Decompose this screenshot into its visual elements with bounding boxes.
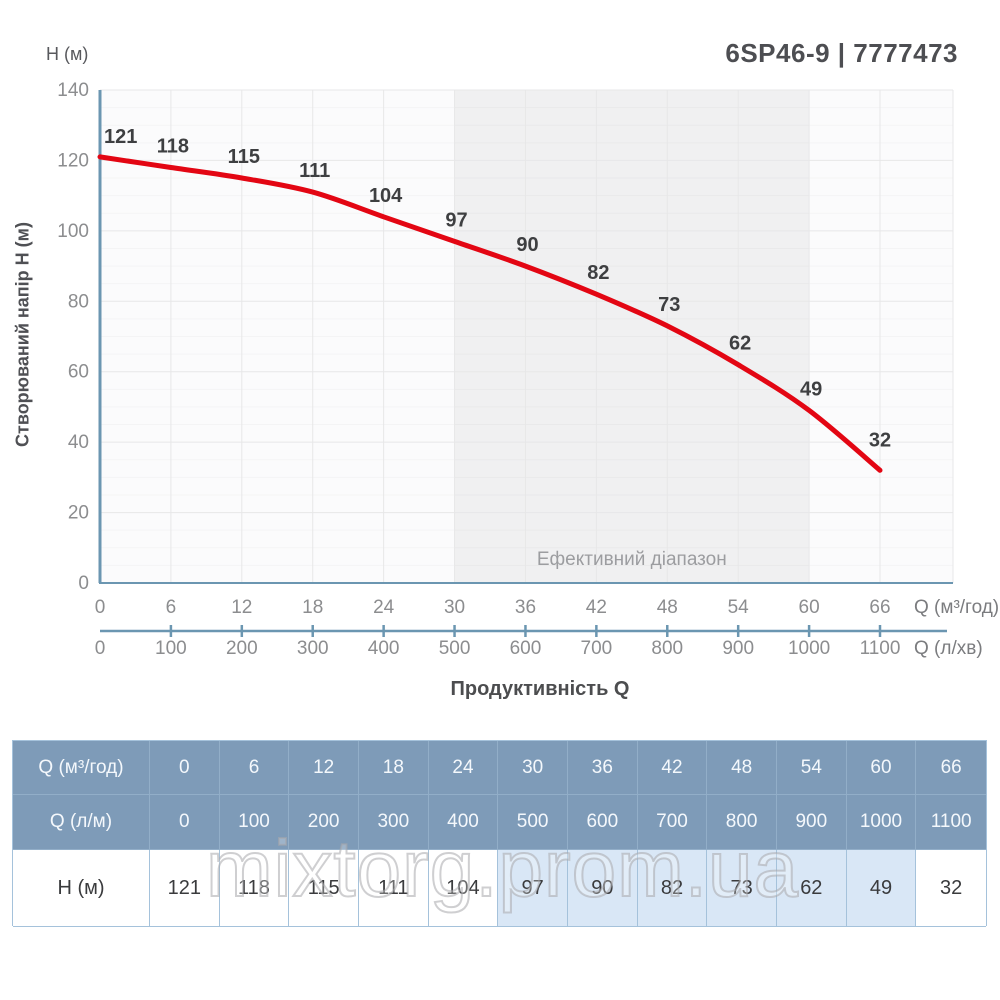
x-tick-label: 42 bbox=[586, 597, 607, 618]
table-cell: 30 bbox=[498, 741, 568, 795]
data-label: 49 bbox=[800, 378, 822, 400]
table-cell: 90 bbox=[567, 850, 638, 927]
table-cell: 97 bbox=[498, 850, 568, 927]
table-cell: 62 bbox=[776, 850, 847, 927]
x2-tick-label: 200 bbox=[226, 638, 258, 659]
x-tick-label: 36 bbox=[515, 597, 536, 618]
x-tick-label: 48 bbox=[657, 597, 678, 618]
effective-range-label: Ефективний діапазон bbox=[537, 549, 727, 570]
table-cell: 66 bbox=[916, 741, 986, 795]
data-label: 73 bbox=[658, 294, 680, 316]
x2-tick-label: 700 bbox=[581, 638, 613, 659]
x-tick-label: 0 bbox=[95, 597, 106, 618]
effective-range-band bbox=[454, 90, 810, 583]
table-cell: 600 bbox=[567, 795, 638, 850]
data-label: 32 bbox=[869, 429, 891, 451]
table-cell: 1100 bbox=[916, 795, 986, 850]
x-tick-label: 12 bbox=[231, 597, 252, 618]
pump-curve bbox=[97, 154, 883, 473]
pump-model-title: 6SP46-9 | 7777473 bbox=[725, 38, 958, 68]
table-cell: 300 bbox=[358, 795, 429, 850]
x-tick-label: 18 bbox=[302, 597, 323, 618]
y-tick-label: 120 bbox=[57, 150, 89, 171]
x2-axis-unit-label: Q (л/хв) bbox=[914, 638, 983, 659]
x-tick-label: 60 bbox=[799, 597, 820, 618]
x2-tick-label: 900 bbox=[722, 638, 754, 659]
y-tick-label: 140 bbox=[57, 80, 89, 101]
table-cell: 118 bbox=[219, 850, 290, 927]
table-row-label: Q (л/м) bbox=[13, 795, 150, 850]
table-cell: 800 bbox=[707, 795, 777, 850]
x-tick-label: 30 bbox=[444, 597, 465, 618]
table-cell: 18 bbox=[358, 741, 429, 795]
data-label: 104 bbox=[369, 185, 403, 207]
y-tick-label: 100 bbox=[57, 221, 89, 242]
data-label: 118 bbox=[157, 135, 189, 157]
table-cell: 32 bbox=[916, 850, 986, 927]
table-row-label: Q (м³/год) bbox=[13, 741, 150, 795]
data-label: 111 bbox=[299, 160, 330, 182]
x2-tick-label: 1000 bbox=[788, 638, 830, 659]
data-label: 115 bbox=[228, 146, 260, 168]
x2-tick-label: 0 bbox=[95, 638, 106, 659]
table-cell: 42 bbox=[637, 741, 708, 795]
table-cell: 111 bbox=[358, 850, 429, 927]
table-cell: 0 bbox=[150, 795, 220, 850]
table-cell: 49 bbox=[846, 850, 917, 927]
x-tick-label: 66 bbox=[869, 597, 890, 618]
table-row-label: H (м) bbox=[13, 850, 150, 927]
data-label: 82 bbox=[587, 262, 609, 284]
table-cell: 900 bbox=[776, 795, 847, 850]
data-label: 121 bbox=[104, 126, 137, 148]
y-tick-label: 40 bbox=[68, 432, 89, 453]
x-axis-unit-label: Q (м³/год) bbox=[914, 597, 999, 618]
table-cell: 73 bbox=[707, 850, 777, 927]
table-cell: 36 bbox=[567, 741, 638, 795]
table-cell: 24 bbox=[428, 741, 499, 795]
table-cell: 700 bbox=[637, 795, 708, 850]
data-label: 90 bbox=[516, 234, 538, 256]
x2-tick-label: 500 bbox=[439, 638, 471, 659]
x-tick-label: 24 bbox=[373, 597, 395, 618]
table-cell: 400 bbox=[428, 795, 499, 850]
x2-tick-label: 1100 bbox=[860, 638, 901, 659]
table-cell: 200 bbox=[289, 795, 359, 850]
x-tick-label: 6 bbox=[166, 597, 177, 618]
y-axis-unit-label: H (м) bbox=[46, 44, 89, 64]
x2-tick-label: 800 bbox=[651, 638, 683, 659]
y-tick-label: 20 bbox=[68, 503, 89, 524]
table-cell: 500 bbox=[498, 795, 568, 850]
table-cell: 121 bbox=[150, 850, 220, 927]
table-cell: 104 bbox=[428, 850, 499, 927]
x2-tick-label: 400 bbox=[368, 638, 400, 659]
x-axis-title: Продуктивність Q bbox=[451, 678, 630, 700]
table-cell: 60 bbox=[846, 741, 917, 795]
y-tick-label: 0 bbox=[78, 573, 89, 594]
x-tick-label: 54 bbox=[728, 597, 750, 618]
pump-spec-table: Q (м³/год) 0 6 12 18 24 30 36 42 48 54 60 66 Q (л/м) 0… bbox=[12, 740, 987, 927]
table-cell: 100 bbox=[219, 795, 290, 850]
data-label: 62 bbox=[729, 333, 751, 355]
x2-tick-label: 300 bbox=[297, 638, 329, 659]
table-cell: 48 bbox=[707, 741, 777, 795]
table-cell: 6 bbox=[219, 741, 290, 795]
table-cell: 82 bbox=[637, 850, 708, 927]
x2-tick-label: 100 bbox=[155, 638, 187, 659]
table-cell: 12 bbox=[289, 741, 359, 795]
data-label: 97 bbox=[445, 209, 467, 231]
table-cell: 54 bbox=[776, 741, 847, 795]
table-cell: 1000 bbox=[846, 795, 917, 850]
table-cell: 0 bbox=[150, 741, 220, 795]
pump-performance-chart: Ефективний діапазон020406080100120140121… bbox=[57, 80, 999, 700]
x2-tick-label: 600 bbox=[510, 638, 542, 659]
y-tick-label: 80 bbox=[68, 291, 89, 312]
table-cell: 115 bbox=[289, 850, 359, 927]
y-tick-label: 60 bbox=[68, 362, 89, 383]
